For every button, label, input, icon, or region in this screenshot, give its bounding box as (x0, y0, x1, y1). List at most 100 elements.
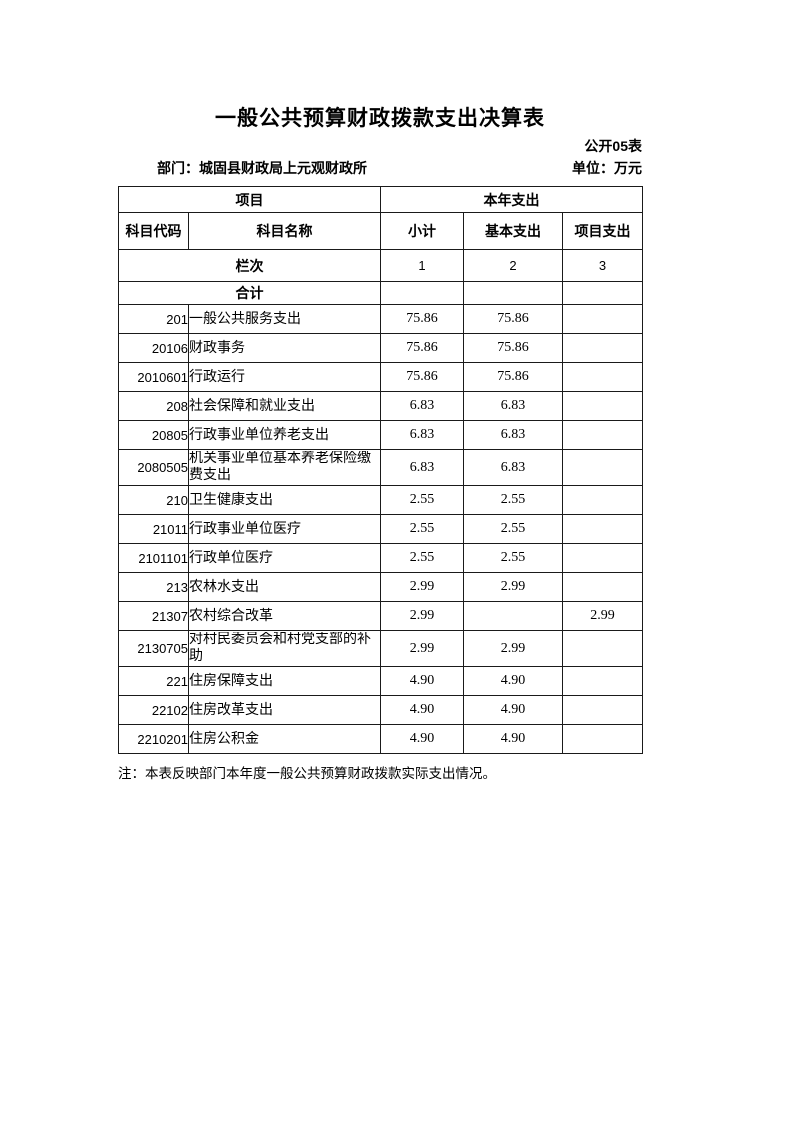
table-row: 22102 住房改革支出 4.90 4.90 (118, 695, 643, 725)
cell-basic: 75.86 (463, 333, 563, 363)
meta-row: 部门：城固县财政局上元观财政所 单位：万元 (118, 158, 642, 178)
cell-subtotal: 4.90 (380, 695, 464, 725)
cell-basic: 6.83 (463, 391, 563, 421)
table-row: 2010601 行政运行 75.86 75.86 (118, 362, 643, 392)
table-row: 208 社会保障和就业支出 6.83 6.83 (118, 391, 643, 421)
cell-name: 财政事务 (188, 333, 381, 363)
table-row: 213 农林水支出 2.99 2.99 (118, 572, 643, 602)
cell-project (562, 362, 643, 392)
cell-name: 农村综合改革 (188, 601, 381, 631)
col-header-name: 科目名称 (188, 212, 381, 250)
total-project-cell (562, 281, 643, 305)
header-project-group: 项目 (118, 186, 381, 213)
cell-name: 住房改革支出 (188, 695, 381, 725)
cell-name: 一般公共服务支出 (188, 304, 381, 334)
cell-code: 20106 (118, 333, 189, 363)
cell-subtotal: 2.55 (380, 514, 464, 544)
column-number-2: 2 (463, 249, 563, 282)
cell-project (562, 724, 643, 754)
col-header-subtotal: 小计 (380, 212, 464, 250)
cell-code: 201 (118, 304, 189, 334)
cell-project (562, 304, 643, 334)
cell-basic: 2.99 (463, 572, 563, 602)
cell-subtotal: 4.90 (380, 724, 464, 754)
cell-name: 农林水支出 (188, 572, 381, 602)
cell-basic: 2.55 (463, 485, 563, 515)
cell-code: 2101101 (118, 543, 189, 573)
cell-subtotal: 2.99 (380, 630, 464, 667)
header-group-row: 项目 本年支出 (118, 186, 643, 213)
cell-basic: 4.90 (463, 695, 563, 725)
cell-project (562, 391, 643, 421)
cell-code: 210 (118, 485, 189, 515)
cell-name: 行政运行 (188, 362, 381, 392)
cell-project (562, 333, 643, 363)
cell-project (562, 666, 643, 696)
cell-project: 2.99 (562, 601, 643, 631)
table-row: 2101101 行政单位医疗 2.55 2.55 (118, 543, 643, 573)
cell-subtotal: 4.90 (380, 666, 464, 696)
cell-basic: 6.83 (463, 449, 563, 486)
total-label: 合计 (118, 281, 381, 305)
column-index-row: 栏次 1 2 3 (118, 249, 643, 282)
cell-code: 21011 (118, 514, 189, 544)
col-header-basic: 基本支出 (463, 212, 563, 250)
cell-name: 卫生健康支出 (188, 485, 381, 515)
cell-subtotal: 2.99 (380, 572, 464, 602)
table-row: 20106 财政事务 75.86 75.86 (118, 333, 643, 363)
table-row: 21307 农村综合改革 2.99 2.99 (118, 601, 643, 631)
cell-name: 行政事业单位养老支出 (188, 420, 381, 450)
cell-project (562, 449, 643, 486)
department-label: 部门：城固县财政局上元观财政所 (157, 160, 367, 176)
cell-code: 213 (118, 572, 189, 602)
cell-subtotal: 75.86 (380, 304, 464, 334)
page-title: 一般公共预算财政拨款支出决算表 (215, 107, 545, 130)
column-index-label: 栏次 (118, 249, 381, 282)
cell-basic: 6.83 (463, 420, 563, 450)
table-row: 21011 行政事业单位医疗 2.55 2.55 (118, 514, 643, 544)
cell-project (562, 514, 643, 544)
total-row: 合计 (118, 281, 643, 305)
expenditure-table: 项目 本年支出 科目代码 科目名称 小计 基本支出 项目支出 栏次 1 2 3 … (118, 186, 643, 754)
cell-subtotal: 6.83 (380, 449, 464, 486)
cell-subtotal: 75.86 (380, 362, 464, 392)
cell-subtotal: 2.55 (380, 485, 464, 515)
cell-name: 机关事业单位基本养老保险缴费支出 (188, 449, 381, 486)
col-header-project: 项目支出 (562, 212, 643, 250)
cell-name: 住房公积金 (188, 724, 381, 754)
column-number-3: 3 (562, 249, 643, 282)
unit-label: 单位：万元 (572, 160, 642, 176)
cell-basic (463, 601, 563, 631)
cell-basic: 75.86 (463, 362, 563, 392)
cell-subtotal: 2.99 (380, 601, 464, 631)
table-row: 2080505 机关事业单位基本养老保险缴费支出 6.83 6.83 (118, 449, 643, 486)
cell-subtotal: 2.55 (380, 543, 464, 573)
column-number-1: 1 (380, 249, 464, 282)
header-columns-row: 科目代码 科目名称 小计 基本支出 项目支出 (118, 212, 643, 250)
cell-project (562, 485, 643, 515)
table-row: 201 一般公共服务支出 75.86 75.86 (118, 304, 643, 334)
table-row: 210 卫生健康支出 2.55 2.55 (118, 485, 643, 515)
cell-code: 208 (118, 391, 189, 421)
form-code-label: 公开05表 (584, 138, 642, 154)
cell-basic: 75.86 (463, 304, 563, 334)
cell-code: 2130705 (118, 630, 189, 667)
footnote: 注：本表反映部门本年度一般公共预算财政拨款实际支出情况。 (118, 766, 496, 781)
cell-project (562, 630, 643, 667)
cell-basic: 2.55 (463, 543, 563, 573)
cell-name: 住房保障支出 (188, 666, 381, 696)
cell-basic: 4.90 (463, 724, 563, 754)
cell-name: 社会保障和就业支出 (188, 391, 381, 421)
cell-basic: 4.90 (463, 666, 563, 696)
cell-subtotal: 75.86 (380, 333, 464, 363)
cell-project (562, 572, 643, 602)
cell-subtotal: 6.83 (380, 420, 464, 450)
cell-basic: 2.55 (463, 514, 563, 544)
total-subtotal-cell (380, 281, 464, 305)
table-row: 20805 行政事业单位养老支出 6.83 6.83 (118, 420, 643, 450)
table-row: 2130705 对村民委员会和村党支部的补助 2.99 2.99 (118, 630, 643, 667)
cell-project (562, 695, 643, 725)
cell-name: 对村民委员会和村党支部的补助 (188, 630, 381, 667)
cell-project (562, 420, 643, 450)
cell-project (562, 543, 643, 573)
